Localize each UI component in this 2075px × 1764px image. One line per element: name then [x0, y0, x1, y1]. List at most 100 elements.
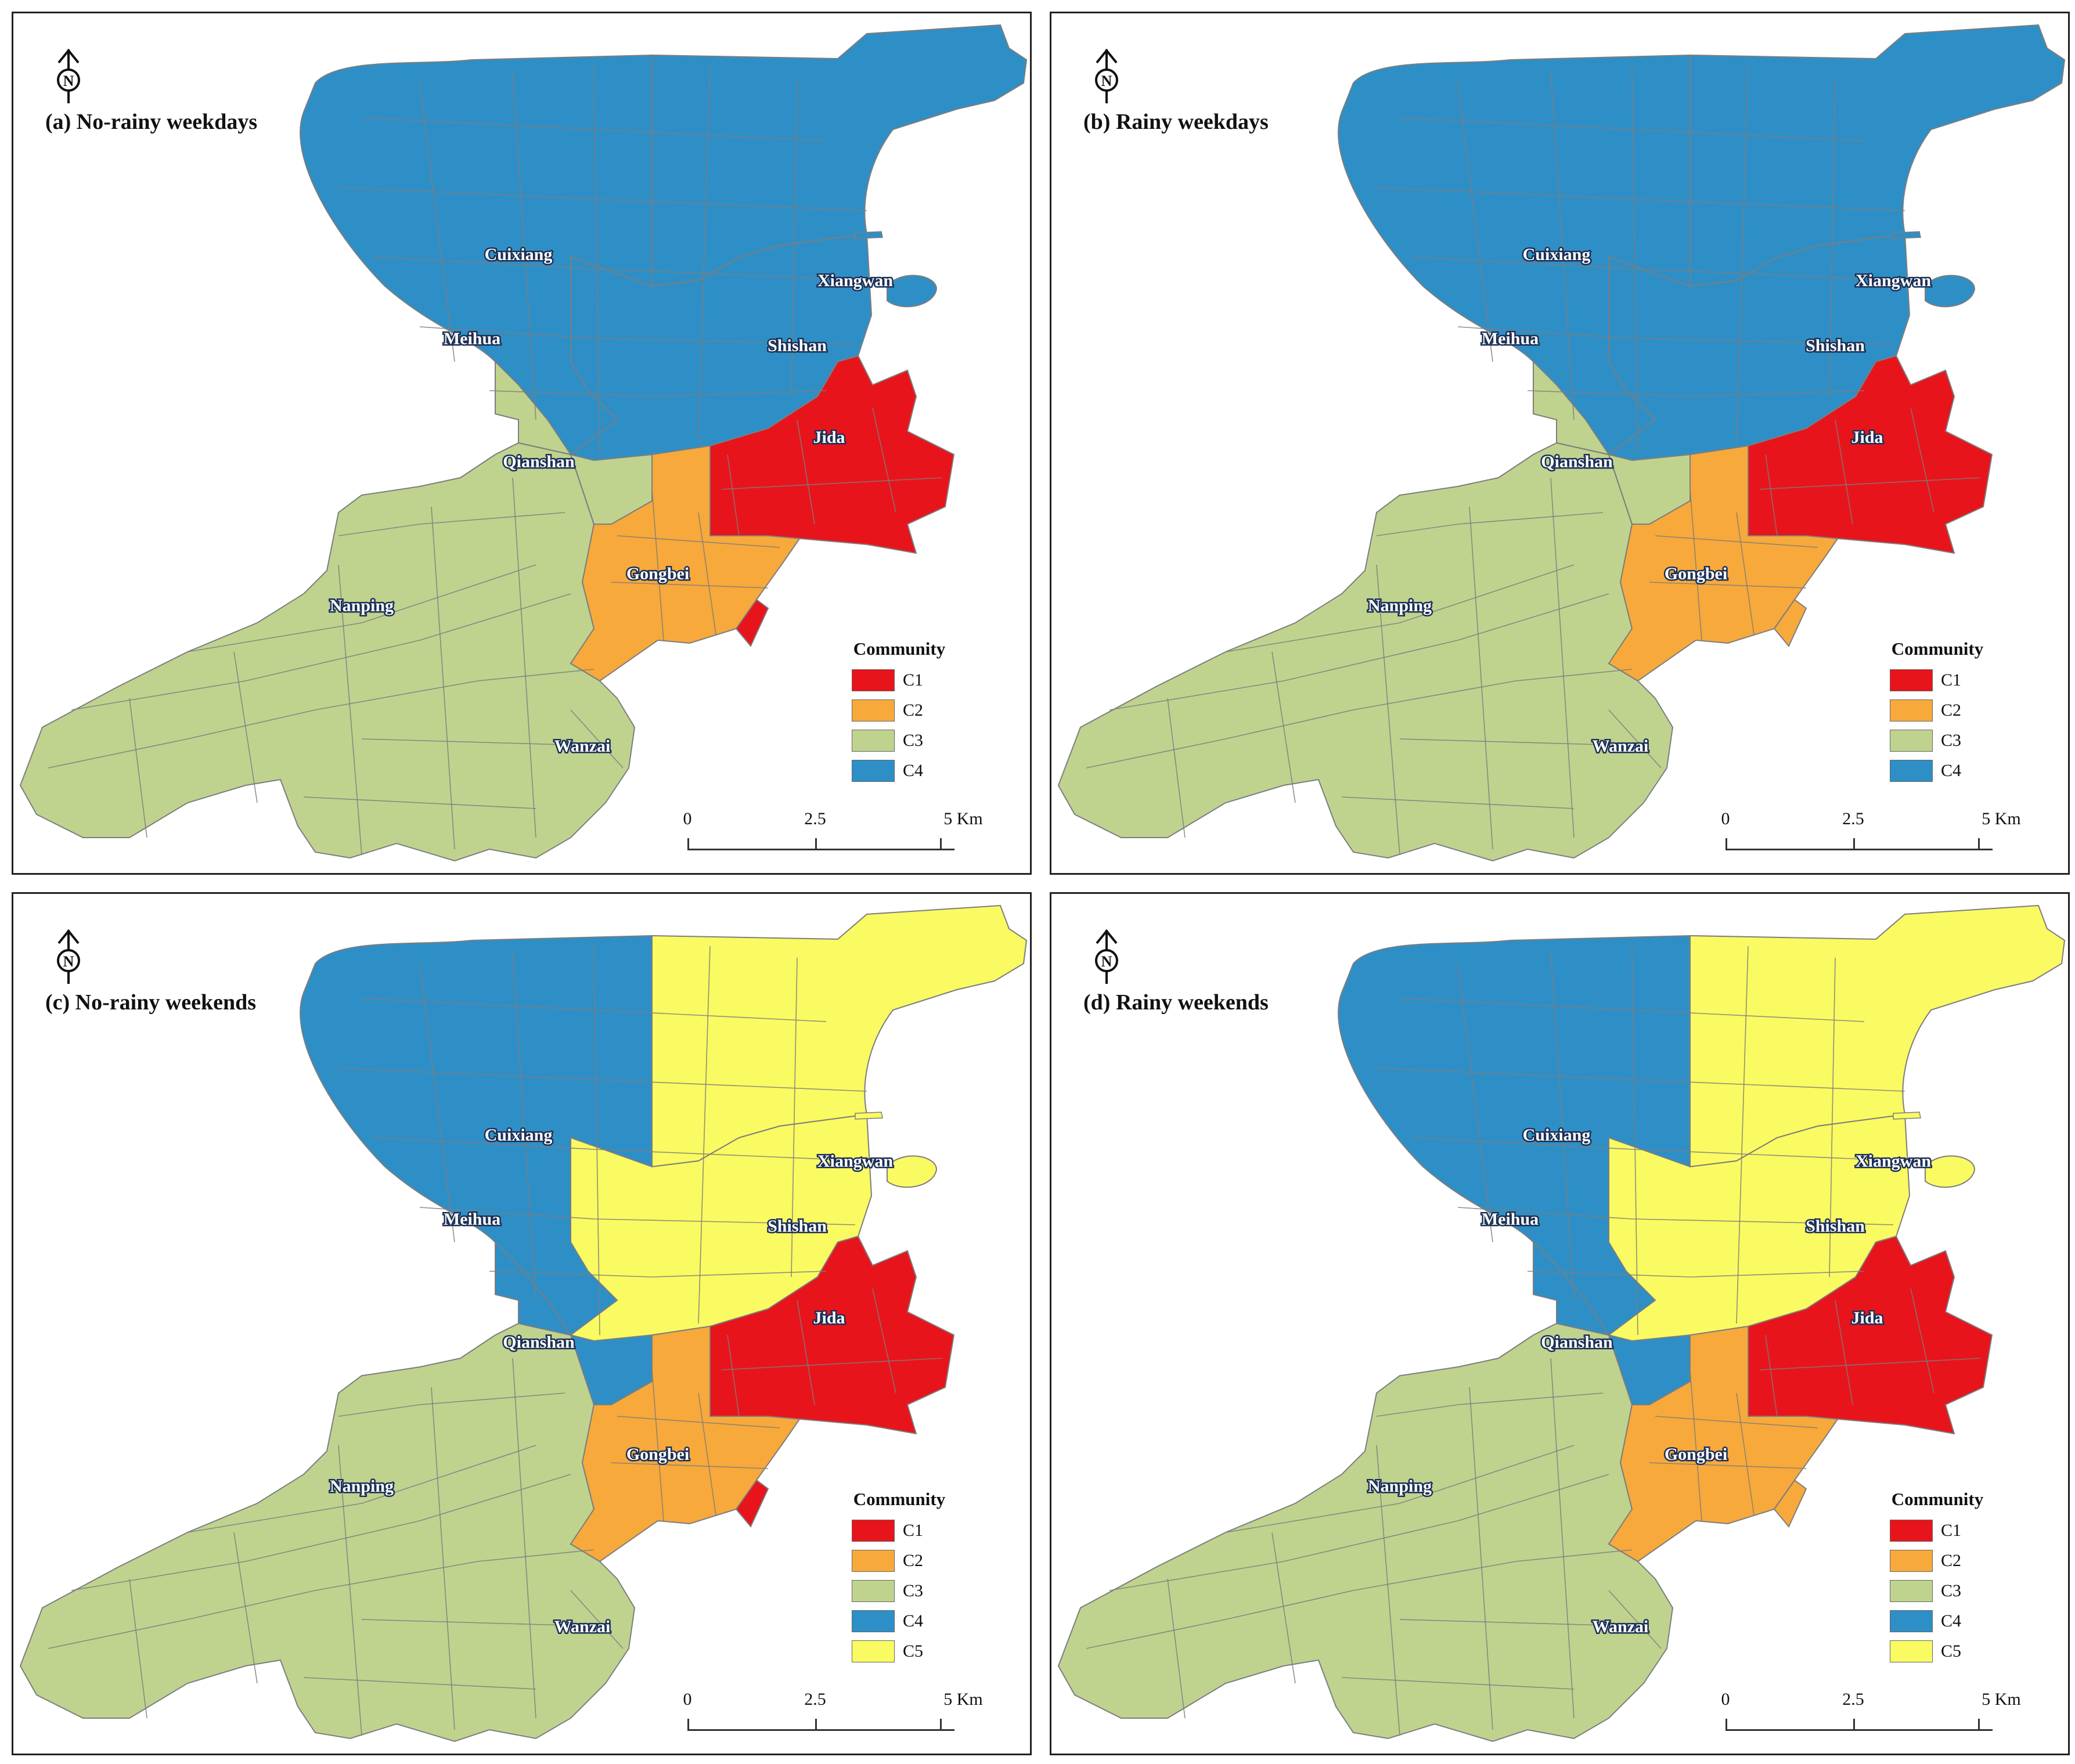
tract-boundary — [611, 1462, 769, 1469]
legend-item: C3 — [1879, 1576, 1995, 1606]
tract-boundary — [617, 535, 780, 548]
svg-text:N: N — [63, 73, 74, 89]
tract-boundary — [303, 796, 536, 809]
scale-line — [1725, 1729, 1993, 1731]
map-panel: Cuixiang Xiangwan Meihua Shishan Jida Qiansha… — [1050, 892, 2070, 1755]
community-region-northwest — [300, 935, 653, 1405]
scale-tick — [1853, 1719, 1855, 1731]
scale-tick-label: 5 Km — [943, 809, 983, 828]
tract-boundary — [1910, 1288, 1934, 1394]
place-label-qianshan: Qianshan — [1541, 1333, 1613, 1352]
legend-title: Community — [1891, 1489, 1984, 1509]
tract-boundary — [1225, 564, 1575, 652]
tract-boundary — [361, 117, 827, 142]
tract-boundary — [698, 65, 711, 443]
island-region — [887, 275, 938, 308]
legend-item: C2 — [1879, 695, 1995, 726]
legend-item: C2 — [841, 1546, 957, 1576]
tract-boundary — [1608, 1590, 1662, 1649]
tract-boundary — [1411, 257, 1905, 281]
tract-boundary — [1109, 593, 1609, 710]
tract-boundary — [419, 82, 455, 362]
tract-boundary — [593, 65, 600, 455]
legend-label: C3 — [903, 731, 924, 750]
tract-boundary — [431, 1387, 455, 1730]
scale-tick — [1978, 1719, 1980, 1731]
place-label-xiangwan: Xiangwan — [1856, 271, 1931, 290]
tract-boundary — [338, 187, 867, 211]
tract-boundary — [338, 1067, 867, 1092]
svg-text:N: N — [1101, 73, 1112, 89]
scale-tick — [1853, 838, 1855, 850]
place-label-shishan: Shishan — [768, 336, 827, 355]
tract-boundary — [1835, 1300, 1853, 1405]
place-label-cuixiang: Cuixiang — [1523, 245, 1591, 264]
tract-boundary — [373, 1137, 867, 1161]
place-label-meihua: Meihua — [444, 329, 500, 348]
place-label-jida: Jida — [1851, 1308, 1883, 1327]
tract-boundary — [791, 77, 798, 397]
tract-boundary — [1527, 1271, 1865, 1278]
tract-boundary — [698, 512, 716, 635]
tract-boundary — [791, 957, 798, 1278]
tract-boundary — [71, 593, 571, 710]
community-region-jida — [709, 1235, 955, 1435]
place-label-cuixiang: Cuixiang — [1523, 1126, 1591, 1145]
tract-boundary — [651, 489, 664, 641]
panel-title: (c) No-rainy weekends — [45, 990, 257, 1015]
tract-boundary — [797, 1300, 815, 1405]
legend: Community C1 C2 C3 C4 C5 — [1879, 1489, 1995, 1666]
tract-boundary — [797, 419, 815, 525]
tract-boundary — [489, 390, 827, 397]
tract-boundaries — [1086, 65, 1981, 856]
tract-boundary — [1527, 390, 1865, 397]
tract-boundary — [1376, 187, 1905, 211]
legend-item: C4 — [1879, 1606, 1995, 1636]
tract-boundary — [489, 1271, 827, 1278]
legend-label: C1 — [1941, 1521, 1962, 1540]
place-label-gongbei: Gongbei — [1665, 564, 1727, 583]
tract-boundary — [1649, 1462, 1807, 1469]
tract-boundary — [727, 454, 740, 536]
legend-swatch — [1890, 1520, 1933, 1542]
place-label-nanping: Nanping — [1368, 1477, 1432, 1496]
legend-swatch — [1890, 1580, 1933, 1602]
scale-tick — [815, 1719, 817, 1731]
legend-swatch — [852, 1610, 895, 1632]
legend-swatch — [852, 1580, 895, 1602]
legend-swatch — [852, 730, 895, 752]
tract-boundary — [187, 564, 536, 652]
tract-boundary — [872, 1288, 896, 1394]
tract-boundary — [1167, 1578, 1186, 1719]
legend: Community C1 C2 C3 C4 — [841, 638, 957, 786]
community-region-coast — [1773, 1479, 1807, 1528]
tract-boundary — [512, 951, 536, 1301]
scale-tick — [1978, 838, 1980, 850]
scale-tick-label: 0 — [683, 809, 692, 828]
legend-label: C5 — [1941, 1642, 1962, 1661]
tract-boundary — [721, 1358, 943, 1370]
tract-boundary — [1341, 1677, 1575, 1690]
tract-boundary — [1086, 1549, 1633, 1649]
scale-tick — [1725, 838, 1727, 850]
tract-boundary — [338, 1445, 362, 1736]
legend-item: C5 — [841, 1636, 957, 1666]
place-label-nanping: Nanping — [1368, 596, 1432, 615]
place-label-gongbei: Gongbei — [626, 1445, 689, 1464]
tract-boundary — [1457, 326, 1894, 345]
tract-boundary — [361, 1619, 565, 1626]
legend-swatch — [852, 1640, 895, 1662]
tract-boundary — [727, 1334, 740, 1417]
tract-boundary — [593, 946, 600, 1336]
tract-boundary — [1631, 946, 1638, 1336]
place-label-shishan: Shishan — [1806, 1217, 1865, 1236]
tract-boundary — [1759, 477, 1981, 490]
tract-boundary — [1765, 454, 1778, 536]
tract-boundary — [48, 1549, 595, 1649]
scale-tick — [940, 1719, 942, 1731]
north-arrow-icon: N — [57, 48, 80, 103]
legend-label: C1 — [903, 1521, 924, 1540]
scale-line — [687, 1729, 954, 1731]
legend-swatch — [852, 760, 895, 782]
place-label-qianshan: Qianshan — [503, 452, 575, 471]
